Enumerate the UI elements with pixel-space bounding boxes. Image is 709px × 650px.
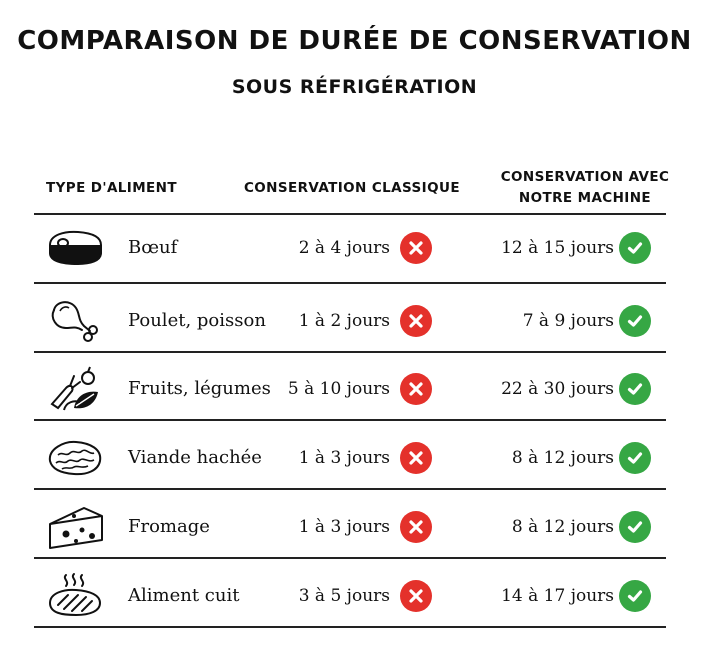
- table-divider: [34, 282, 666, 284]
- header-machine-line2: NOTRE MACHINE: [518, 190, 652, 206]
- classic-duration: 1 à 2 jours: [298, 311, 390, 331]
- cross-icon: [400, 373, 432, 405]
- vegetables-icon: [50, 366, 98, 411]
- classic-duration: 5 à 10 jours: [287, 379, 390, 399]
- table-row: Fromage 1 à 3 jours 8 à 12 jours: [34, 494, 666, 560]
- steak-icon: [48, 230, 103, 266]
- food-label: Bœuf: [128, 237, 178, 258]
- check-icon: [619, 442, 651, 474]
- table-row: Poulet, poisson 1 à 2 jours 7 à 9 jours: [34, 288, 666, 354]
- classic-duration: 1 à 3 jours: [298, 448, 390, 468]
- cross-icon: [400, 511, 432, 543]
- classic-duration: 2 à 4 jours: [298, 238, 390, 258]
- food-label: Aliment cuit: [128, 585, 240, 606]
- chicken-leg-icon: [51, 301, 98, 342]
- header-machine: CONSERVATION AVEC NOTRE MACHINE: [492, 167, 678, 209]
- table-divider: [34, 626, 666, 628]
- classic-duration: 3 à 5 jours: [298, 586, 390, 606]
- header-food-type: TYPE D'ALIMENT: [46, 180, 177, 196]
- food-label: Viande hachée: [128, 447, 262, 468]
- header-machine-line1: CONSERVATION AVEC: [500, 169, 670, 185]
- table-divider: [34, 557, 666, 559]
- check-icon: [619, 232, 651, 264]
- table-row: Fruits, légumes 5 à 10 jours 22 à 30 jou…: [34, 356, 666, 422]
- header-classic: CONSERVATION CLASSIQUE: [244, 180, 460, 196]
- cross-icon: [400, 305, 432, 337]
- machine-duration: 7 à 9 jours: [522, 311, 614, 331]
- table-divider: [34, 419, 666, 421]
- cross-icon: [400, 232, 432, 264]
- cross-icon: [400, 580, 432, 612]
- page-title: COMPARAISON DE DURÉE DE CONSERVATION: [17, 26, 692, 56]
- cooked-food-icon: [48, 573, 102, 617]
- machine-duration: 8 à 12 jours: [511, 448, 614, 468]
- page-subtitle: SOUS RÉFRIGÉRATION: [231, 76, 478, 98]
- check-icon: [619, 511, 651, 543]
- food-label: Poulet, poisson: [128, 310, 266, 331]
- table-divider: [34, 351, 666, 353]
- check-icon: [619, 373, 651, 405]
- machine-duration: 14 à 17 jours: [501, 586, 614, 606]
- food-label: Fromage: [128, 516, 210, 537]
- cheese-icon: [49, 507, 103, 549]
- classic-duration: 1 à 3 jours: [298, 517, 390, 537]
- minced-meat-icon: [48, 440, 102, 476]
- table-row: Viande hachée 1 à 3 jours 8 à 12 jours: [34, 425, 666, 491]
- check-icon: [619, 580, 651, 612]
- machine-duration: 8 à 12 jours: [511, 517, 614, 537]
- table-row: Aliment cuit 3 à 5 jours 14 à 17 jours: [34, 563, 666, 629]
- machine-duration: 12 à 15 jours: [501, 238, 614, 258]
- cross-icon: [400, 442, 432, 474]
- table-divider: [34, 213, 666, 215]
- machine-duration: 22 à 30 jours: [501, 379, 614, 399]
- check-icon: [619, 305, 651, 337]
- table-divider: [34, 488, 666, 490]
- table-row: Bœuf 2 à 4 jours 12 à 15 jours: [34, 215, 666, 281]
- food-label: Fruits, légumes: [128, 378, 271, 399]
